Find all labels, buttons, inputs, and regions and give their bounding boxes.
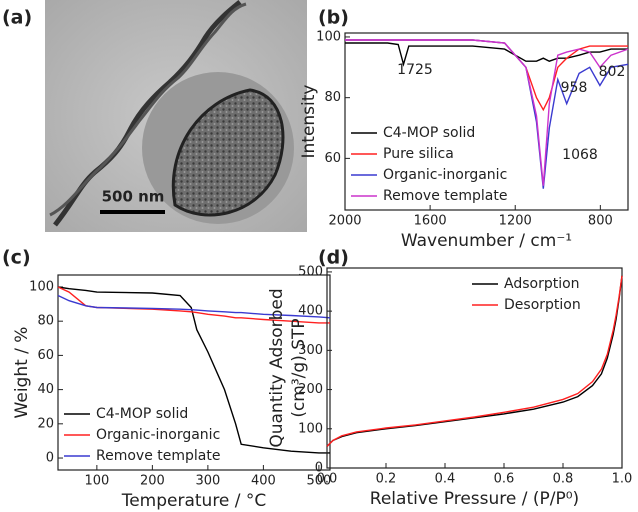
series-line: [326, 275, 623, 447]
y-tick-label: 500: [298, 264, 323, 279]
x-axis-label: Temperature / °C: [121, 491, 267, 511]
x-tick-label: 2000: [328, 214, 361, 229]
y-tick-label: 60: [324, 151, 341, 166]
y-tick-label: 200: [298, 382, 323, 397]
y-axis-label: (cm³/g) STP: [289, 318, 309, 417]
x-tick-label: 0.4: [435, 472, 456, 487]
y-tick-label: 80: [324, 90, 341, 105]
x-tick-label: 0.8: [553, 472, 574, 487]
x-axis-label: Relative Pressure / (P/P⁰): [370, 489, 579, 509]
x-tick-label: 1.0: [612, 472, 633, 487]
panel-label: (b): [318, 7, 349, 29]
y-tick-label: 60: [37, 348, 54, 363]
legend-label: Organic-inorganic: [96, 427, 220, 443]
annotation: 958: [561, 80, 588, 96]
annotation: 802: [599, 64, 626, 80]
series-line: [57, 286, 330, 454]
legend-label: C4-MOP solid: [96, 406, 188, 422]
x-tick-label: 400: [251, 474, 276, 489]
plot-frame: [326, 267, 623, 469]
plot-frame: [57, 274, 331, 471]
panel-label: (a): [2, 7, 32, 29]
y-axis-label: Quantity Adsorbed: [267, 288, 287, 447]
annotation: 1725: [397, 62, 433, 78]
x-tick-label: 1600: [414, 214, 447, 229]
particle: [171, 88, 285, 217]
x-tick-label: 1200: [499, 214, 532, 229]
legend-label: Remove template: [383, 188, 507, 204]
ribbon-edge: [49, 2, 247, 217]
x-tick-label: 300: [195, 474, 220, 489]
tem-image: 500 nm: [45, 0, 307, 232]
legend-label: C4-MOP solid: [383, 125, 475, 141]
series-line: [326, 275, 623, 447]
y-tick-label: 300: [298, 343, 323, 358]
x-tick-label: 200: [140, 474, 165, 489]
series-line: [345, 42, 628, 67]
y-tick-label: 0: [46, 451, 54, 466]
annotation: 1068: [562, 147, 598, 163]
y-tick-label: 80: [37, 314, 54, 329]
series-line: [57, 294, 331, 319]
plot-frame: [344, 32, 629, 211]
y-tick-label: 400: [298, 304, 323, 319]
y-tick-label: 40: [37, 382, 54, 397]
x-tick-label: 100: [84, 474, 109, 489]
x-tick-label: 500: [306, 474, 331, 489]
x-axis-label: Wavenumber / cm⁻¹: [401, 231, 572, 251]
y-tick-label: 100: [316, 29, 341, 44]
y-axis-label: Intensity: [299, 85, 319, 159]
panel-label: (d): [318, 247, 349, 269]
legend-label: Organic-inorganic: [383, 167, 507, 183]
scale-bar-label: 500 nm: [102, 188, 165, 206]
y-tick-label: 100: [298, 421, 323, 436]
x-tick-label: 800: [588, 214, 613, 229]
legend-label: Remove template: [96, 448, 220, 464]
x-tick-label: 0.0: [317, 472, 338, 487]
y-tick-label: 20: [37, 416, 54, 431]
series-line: [345, 39, 629, 186]
x-tick-label: 0.2: [376, 472, 397, 487]
panel-label: (c): [2, 247, 31, 269]
x-tick-label: 0.6: [494, 472, 515, 487]
y-tick-label: 100: [29, 279, 54, 294]
y-tick-label: 0: [315, 461, 323, 476]
legend-label: Desorption: [504, 297, 581, 313]
legend-label: Pure silica: [383, 146, 454, 162]
legend-label: Adsorption: [504, 276, 580, 292]
y-axis-label: Weight / %: [12, 327, 32, 419]
